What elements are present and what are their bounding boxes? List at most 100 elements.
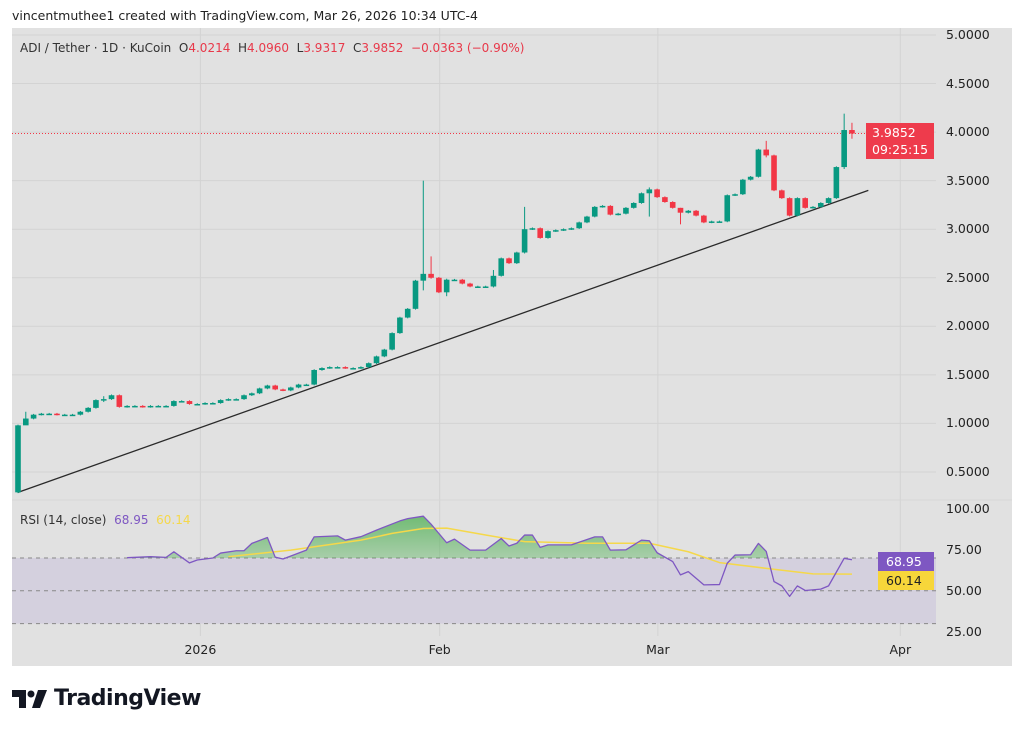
candle-body [693,210,699,216]
candle-body [217,400,224,404]
candle-body [490,275,497,287]
candle [482,285,489,288]
candle [210,402,216,405]
candle [716,220,723,223]
candle-body [685,210,692,213]
candle [615,212,621,216]
candle-body [740,179,746,195]
candle-body [786,198,793,216]
trendline [17,189,869,493]
candle [763,140,770,158]
candle-body [233,399,240,401]
candle-body [54,413,60,416]
candle-body [584,216,590,223]
price-tick-label: 3.5000 [946,172,990,188]
candle-body [669,202,676,208]
candle [124,405,130,408]
candle-body [560,229,567,231]
candle [662,196,668,203]
candle-body [701,215,707,223]
candle-body [825,198,832,203]
candle-body [763,149,770,156]
candle-body [849,130,855,134]
price-tick-label: 1.0000 [946,415,990,431]
time-tick-label: Feb [428,642,451,657]
rsi-label[interactable]: RSI (14, close) [20,513,107,527]
candle [802,197,808,209]
candle [833,166,840,199]
candle-body [817,202,824,207]
candle-body [552,230,559,232]
candle-body [30,414,37,419]
candle [365,362,372,368]
candle [358,366,364,369]
candle-body [436,277,442,293]
price-tick-label: 4.0000 [946,124,990,140]
candle [685,209,692,214]
candle-body [350,368,356,370]
candle-body [646,189,653,194]
change-value: −0.0363 (−0.90%) [411,41,525,55]
candle [381,348,388,358]
rsi-value-tag: 68.95 [878,552,934,571]
candle [825,197,832,204]
candle-body [716,221,723,223]
low-value: 3.9317 [303,41,346,55]
last-price: 3.9852 [872,125,916,140]
candle [412,279,419,310]
rsi-line [127,515,853,598]
candle-body [638,193,645,203]
candle [740,178,746,196]
candle-body [482,286,489,288]
high-label: H [238,41,248,55]
candle [171,400,177,407]
candle-body [654,189,660,198]
price-tick-label: 2.5000 [946,269,990,285]
tradingview-logo[interactable]: TradingView [12,686,201,711]
candle [810,206,816,209]
rsi-legend: RSI (14, close) 68.95 60.14 [20,513,190,527]
candle-body [404,308,411,318]
candle-body [475,286,481,288]
candle-body [116,395,123,407]
candle [490,269,497,288]
candle [303,383,310,387]
candle-body [186,401,193,404]
candle-body [459,279,466,284]
candle-body [264,385,271,389]
candle-body [537,228,543,238]
candle [46,412,52,416]
close-value: 3.9852 [361,41,404,55]
candle [529,227,536,230]
candle-body [132,405,138,408]
candle [779,189,785,199]
candle-body [514,252,520,264]
candle-body [755,149,762,177]
symbol-label[interactable]: ADI / Tether · 1D · KuCoin [20,41,172,55]
candle [607,205,614,216]
candle [443,278,450,297]
candle [420,180,427,291]
candle [584,215,590,224]
candle [54,412,60,416]
candle [319,367,325,371]
candle [163,405,169,408]
candle [755,148,762,178]
high-value: 4.0960 [247,41,290,55]
candle [428,256,434,279]
candle-body [15,425,21,493]
candle [108,394,115,400]
candle-body [615,213,621,216]
candle [771,154,777,192]
candle-body [280,389,286,391]
candle-body [420,273,427,281]
candle [264,384,271,390]
candle-body [724,195,731,222]
close-label: C [353,41,362,55]
symbol-legend: ADI / Tether · 1D · KuCoin O4.0214 H4.09… [20,41,524,55]
candle [194,403,201,406]
candle [552,229,559,232]
rsi-value: 68.95 [114,513,149,527]
candle [256,387,263,395]
